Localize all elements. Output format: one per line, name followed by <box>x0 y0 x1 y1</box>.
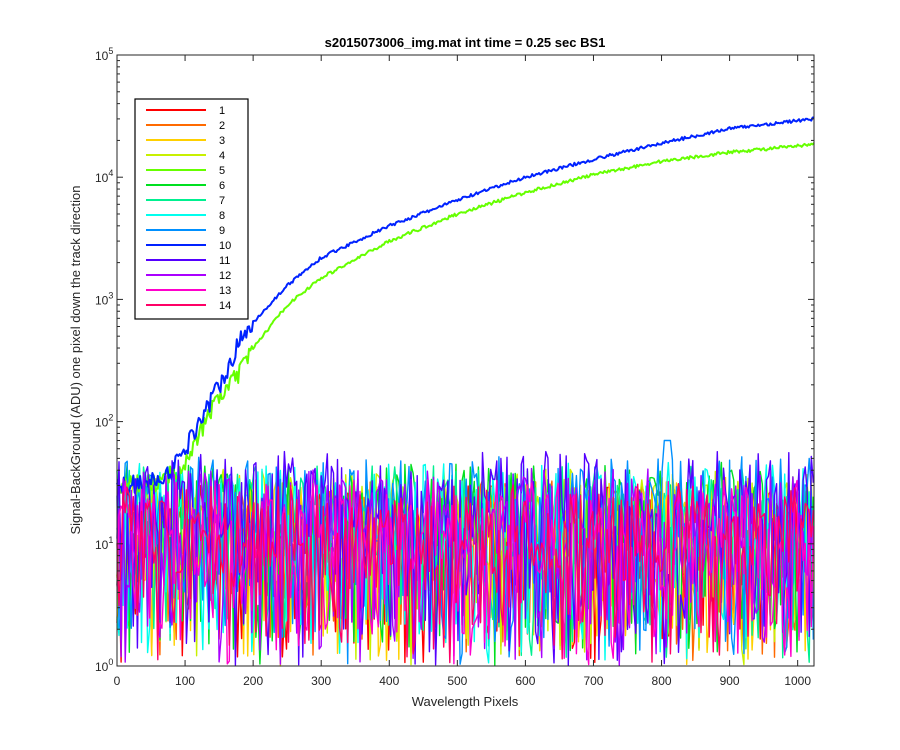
series-line-13 <box>116 479 814 666</box>
y-tick-label: 104 <box>95 168 113 185</box>
x-tick-label: 400 <box>379 674 399 688</box>
y-tick-base: 10 <box>95 293 109 307</box>
legend-label: 10 <box>219 240 231 252</box>
y-tick-exponent: 5 <box>108 46 113 56</box>
y-tick-base: 10 <box>95 171 109 185</box>
legend-label: 9 <box>219 225 225 237</box>
y-tick-base: 10 <box>95 416 109 430</box>
legend-label: 2 <box>219 120 225 132</box>
y-tick-exponent: 0 <box>108 657 113 667</box>
x-tick-label: 800 <box>652 674 672 688</box>
y-tick-base: 10 <box>95 49 109 63</box>
axes-box <box>116 54 815 667</box>
legend-label: 12 <box>219 270 231 282</box>
y-tick-label: 103 <box>95 290 113 307</box>
y-tick-label: 100 <box>95 657 113 674</box>
x-tick-label: 500 <box>447 674 467 688</box>
y-axis-label: Signal-BackGround (ADU) one pixel down t… <box>68 185 83 534</box>
legend-label: 14 <box>219 300 231 312</box>
legend-label: 8 <box>219 210 225 222</box>
legend-box <box>134 98 249 320</box>
x-tick-label: 900 <box>720 674 740 688</box>
y-tick-exponent: 3 <box>108 290 113 300</box>
legend-label: 3 <box>219 135 225 147</box>
y-tick-base: 10 <box>95 538 109 552</box>
legend-label: 7 <box>219 195 225 207</box>
y-tick-base: 10 <box>95 660 109 674</box>
y-tick-label: 102 <box>95 413 113 430</box>
x-tick-label: 100 <box>175 674 195 688</box>
series-layer <box>116 116 815 667</box>
y-tick-exponent: 1 <box>108 535 113 545</box>
y-tick-label: 105 <box>95 46 113 63</box>
legend-label: 6 <box>219 180 225 192</box>
series-line-10 <box>116 116 815 496</box>
x-tick-label: 1000 <box>784 674 811 688</box>
y-tick-exponent: 4 <box>108 168 113 178</box>
y-tick-exponent: 2 <box>108 413 113 423</box>
x-axis: 0 100 200 300 400 500 600 700 800 900 1000 <box>114 55 811 688</box>
chart-title: s2015073006_img.mat int time = 0.25 sec … <box>325 35 606 50</box>
legend-label: 1 <box>219 105 225 117</box>
legend-label: 5 <box>219 165 225 177</box>
series-line-14 <box>116 483 814 664</box>
y-tick-label: 101 <box>95 535 113 552</box>
x-tick-label: 300 <box>311 674 331 688</box>
x-tick-label: 600 <box>515 674 535 688</box>
legend-label: 13 <box>219 285 231 297</box>
x-axis-label: Wavelength Pixels <box>412 694 519 709</box>
legend-label: 11 <box>219 255 230 267</box>
x-tick-label: 200 <box>243 674 263 688</box>
x-tick-label: 0 <box>114 674 121 688</box>
x-tick-label: 700 <box>583 674 603 688</box>
series-line-5 <box>116 142 815 495</box>
legend-label: 4 <box>219 150 225 162</box>
